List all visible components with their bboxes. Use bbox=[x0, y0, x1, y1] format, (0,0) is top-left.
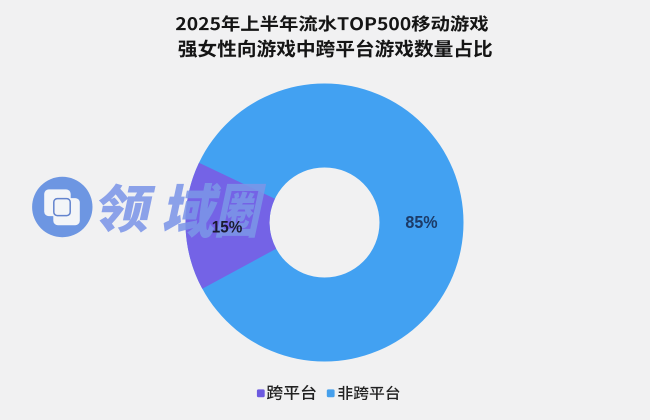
svg-text:15%: 15% bbox=[212, 218, 243, 236]
svg-text:85%: 85% bbox=[405, 212, 438, 232]
